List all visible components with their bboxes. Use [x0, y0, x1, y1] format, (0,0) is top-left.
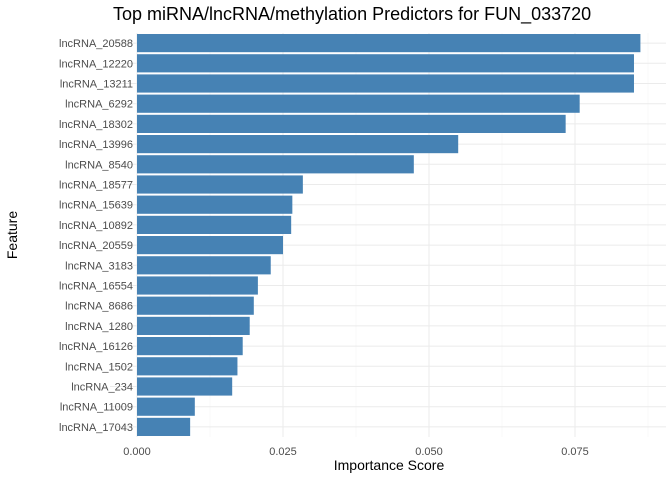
y-tick-label: lncRNA_11009 [60, 402, 133, 414]
y-tick-label: lncRNA_6292 [65, 99, 133, 111]
x-tick-labels: 0.000 0.025 0.050 0.075 [123, 446, 589, 458]
x-axis-title: Importance Score [334, 457, 445, 473]
bar-lncRNA_17043 [137, 417, 191, 436]
bar-lncRNA_16554 [137, 276, 258, 295]
y-tick-label: lncRNA_234 [71, 382, 133, 394]
x-tick-label: 0.075 [561, 446, 589, 458]
x-tick-label: 0.000 [123, 446, 151, 458]
bar-lncRNA_20559 [137, 236, 283, 255]
bar-lncRNA_6292 [137, 94, 580, 113]
x-tick-label: 0.050 [415, 446, 443, 458]
y-tick-label: lncRNA_13211 [60, 79, 133, 91]
bar-lncRNA_8686 [137, 296, 254, 315]
bar-lncRNA_13996 [137, 135, 459, 154]
bar-lncRNA_13211 [137, 74, 634, 93]
y-tick-label: lncRNA_13996 [59, 139, 133, 151]
y-tick-label: lncRNA_8686 [65, 301, 133, 313]
bar-lncRNA_8540 [137, 155, 414, 174]
bar-lncRNA_15639 [137, 195, 293, 214]
y-tick-labels: lncRNA_20588 lncRNA_12220 lncRNA_13211 lncR… [59, 38, 133, 434]
y-tick-label: lncRNA_15639 [59, 200, 133, 212]
bar-lncRNA_1502 [137, 357, 238, 376]
y-tick-label: lncRNA_3183 [65, 260, 133, 272]
y-tick-label: lncRNA_12220 [59, 58, 133, 70]
bar-lncRNA_20588 [137, 34, 641, 53]
y-tick-label: lncRNA_8540 [65, 159, 133, 171]
y-tick-label: lncRNA_1280 [65, 321, 133, 333]
y-tick-label: lncRNA_16554 [59, 281, 133, 293]
bar-lncRNA_12220 [137, 54, 634, 73]
y-tick-label: lncRNA_10892 [59, 220, 133, 232]
bar-lncRNA_18302 [137, 114, 566, 133]
bar-lncRNA_1280 [137, 316, 250, 335]
chart-title: Top miRNA/lncRNA/methylation Predictors … [113, 4, 591, 25]
grid-lines [110, 33, 666, 437]
y-tick-label: lncRNA_16126 [59, 341, 133, 353]
y-tick-label: lncRNA_18302 [59, 119, 133, 131]
bar-lncRNA_234 [137, 377, 233, 396]
y-tick-label: lncRNA_20559 [59, 240, 133, 252]
y-axis-title: Feature [4, 211, 20, 259]
y-tick-label: lncRNA_20588 [59, 38, 133, 50]
bar-lncRNA_10892 [137, 215, 292, 234]
bar-lncRNA_18577 [137, 175, 303, 194]
x-tick-label: 0.025 [269, 446, 297, 458]
y-tick-label: lncRNA_17043 [59, 422, 133, 434]
bar-lncRNA_3183 [137, 256, 271, 275]
y-tick-label: lncRNA_1502 [65, 361, 133, 373]
y-tick-label: lncRNA_18577 [59, 180, 133, 192]
bar-lncRNA_16126 [137, 337, 243, 356]
bars-group [137, 34, 641, 436]
bar-lncRNA_11009 [137, 397, 195, 416]
